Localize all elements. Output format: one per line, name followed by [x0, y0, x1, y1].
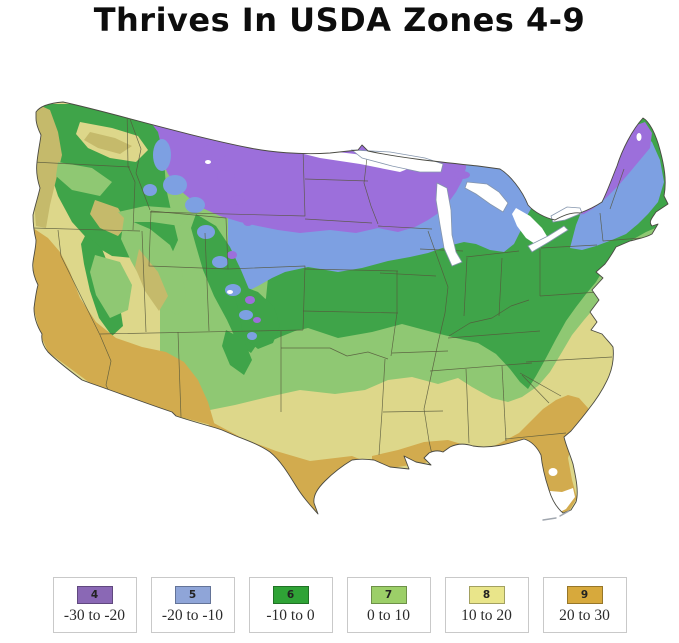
zone-4-swatch: 4: [76, 586, 113, 604]
zone-4-range: -30 to -20: [63, 607, 126, 624]
zone-6-swatch: 6: [272, 586, 309, 604]
eastern-oregon-patch: [56, 162, 112, 196]
zone9-southwest: [33, 228, 215, 426]
zone-8-range: 10 to 20: [461, 607, 512, 624]
snake-river-plain: [118, 206, 188, 226]
lake-erie: [527, 225, 569, 253]
lake-superior: [350, 149, 444, 173]
zone-4-number: 4: [90, 589, 99, 601]
legend-item-zone-6: 6 -10 to 0: [248, 577, 333, 633]
rockies-zone5-patches: [143, 139, 257, 340]
zone-7-swatch: 7: [370, 586, 407, 604]
zone-legend: 4 -30 to -20 5 -20 to -10 6 -10 to 0 7 0…: [0, 577, 679, 633]
new-england-zone5-region: [570, 132, 664, 250]
page-title: Thrives In USDA Zones 4-9: [93, 1, 586, 39]
legend-item-zone-7: 7 0 to 10: [346, 577, 431, 633]
west-nevada-lightgreen: [90, 255, 132, 318]
western-zone-patchwork: [33, 104, 642, 375]
florida-keys: [542, 510, 570, 521]
new-mexico-mountain-green: [222, 330, 252, 375]
great-lakes: [350, 149, 583, 267]
zone-6-number: 6: [286, 589, 295, 601]
lake-okeechobee: [548, 468, 558, 476]
zone-5-range: -20 to -10: [161, 607, 224, 624]
zone-8-number: 8: [482, 589, 491, 601]
zone-9-swatch: 9: [566, 586, 603, 604]
zone-8-swatch: 8: [468, 586, 505, 604]
lake-michigan: [435, 182, 463, 267]
ontario-canada-gap: [512, 208, 548, 246]
us-coastline-outline: [32, 101, 669, 515]
legend-item-zone-4: 4 -30 to -20: [52, 577, 137, 633]
legend-item-zone-5: 5 -20 to -10: [150, 577, 235, 633]
se-oregon-khaki: [90, 200, 128, 236]
zone-9-number: 9: [580, 589, 589, 601]
columbia-basin-khaki: [84, 132, 132, 154]
state-borders: [32, 107, 642, 460]
colorado-south-green: [232, 282, 280, 349]
legend-item-zone-8: 8 10 to 20: [444, 577, 529, 633]
lake-huron: [464, 181, 509, 213]
zone-7-range: 0 to 10: [366, 607, 411, 624]
zone-6-range: -10 to 0: [266, 607, 315, 624]
zone-9-range: 20 to 30: [559, 607, 610, 624]
zone-5-number: 5: [188, 589, 197, 601]
zone-7-number: 7: [384, 589, 393, 601]
legend-item-zone-9: 9 20 to 30: [542, 577, 627, 633]
rockies-zone4-patches: [201, 144, 470, 323]
zone-5-swatch: 5: [174, 586, 211, 604]
